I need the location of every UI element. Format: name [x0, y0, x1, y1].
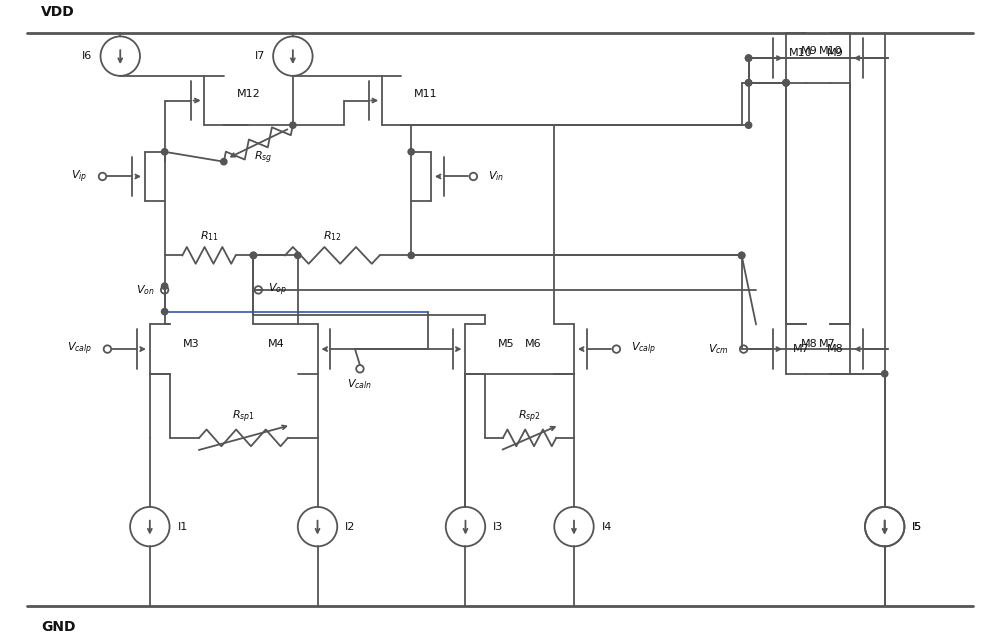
Text: $V_{calp}$: $V_{calp}$	[631, 341, 657, 357]
Text: $R_{11}$: $R_{11}$	[200, 229, 218, 243]
Circle shape	[161, 283, 168, 289]
Text: $V_{on}$: $V_{on}$	[136, 283, 155, 296]
Text: I2: I2	[345, 521, 356, 532]
Text: M9: M9	[827, 48, 844, 58]
Text: $V_{caln}$: $V_{caln}$	[347, 377, 373, 390]
Text: M10: M10	[819, 46, 842, 56]
Text: $R_{sp1}$: $R_{sp1}$	[232, 409, 255, 425]
Text: $R_{12}$: $R_{12}$	[323, 229, 342, 243]
Text: M3: M3	[182, 339, 199, 349]
Text: I4: I4	[602, 521, 612, 532]
Text: M12: M12	[237, 89, 260, 98]
Text: M5: M5	[498, 339, 515, 349]
Text: M6: M6	[525, 339, 541, 349]
Text: I3: I3	[493, 521, 503, 532]
Text: M7: M7	[819, 339, 835, 349]
Text: M10: M10	[789, 48, 813, 58]
Text: $V_{calp}$: $V_{calp}$	[67, 341, 93, 357]
Circle shape	[783, 80, 789, 86]
Text: $R_{sg}$: $R_{sg}$	[254, 150, 272, 166]
Circle shape	[745, 55, 752, 61]
Text: I5: I5	[912, 521, 923, 532]
Circle shape	[745, 80, 752, 86]
Circle shape	[408, 149, 414, 155]
Circle shape	[783, 80, 789, 86]
Text: $V_{cm}$: $V_{cm}$	[708, 343, 729, 356]
Text: M4: M4	[268, 339, 285, 349]
Text: I7: I7	[255, 51, 265, 61]
Circle shape	[295, 252, 301, 259]
Text: I1: I1	[177, 521, 188, 532]
Circle shape	[408, 252, 414, 259]
Circle shape	[745, 80, 752, 86]
Circle shape	[221, 158, 227, 165]
Circle shape	[745, 55, 752, 61]
Circle shape	[745, 122, 752, 128]
Circle shape	[739, 252, 745, 259]
Circle shape	[250, 252, 257, 259]
Text: M8: M8	[801, 339, 818, 349]
Circle shape	[250, 252, 257, 259]
Text: VDD: VDD	[41, 4, 75, 19]
Text: $V_{op}$: $V_{op}$	[268, 282, 287, 298]
Circle shape	[290, 122, 296, 128]
Circle shape	[783, 80, 789, 86]
Circle shape	[882, 371, 888, 377]
Circle shape	[161, 149, 168, 155]
Text: M11: M11	[414, 89, 438, 98]
Text: M8: M8	[827, 344, 844, 354]
Text: $R_{sp2}$: $R_{sp2}$	[518, 409, 541, 425]
Circle shape	[161, 309, 168, 315]
Text: I5: I5	[912, 521, 923, 532]
Text: M7: M7	[792, 344, 809, 354]
Text: $V_{ip}$: $V_{ip}$	[71, 168, 88, 185]
Text: M9: M9	[801, 46, 818, 56]
Circle shape	[739, 252, 745, 259]
Text: GND: GND	[41, 620, 76, 635]
Text: $V_{in}$: $V_{in}$	[488, 169, 504, 183]
Text: I6: I6	[82, 51, 93, 61]
